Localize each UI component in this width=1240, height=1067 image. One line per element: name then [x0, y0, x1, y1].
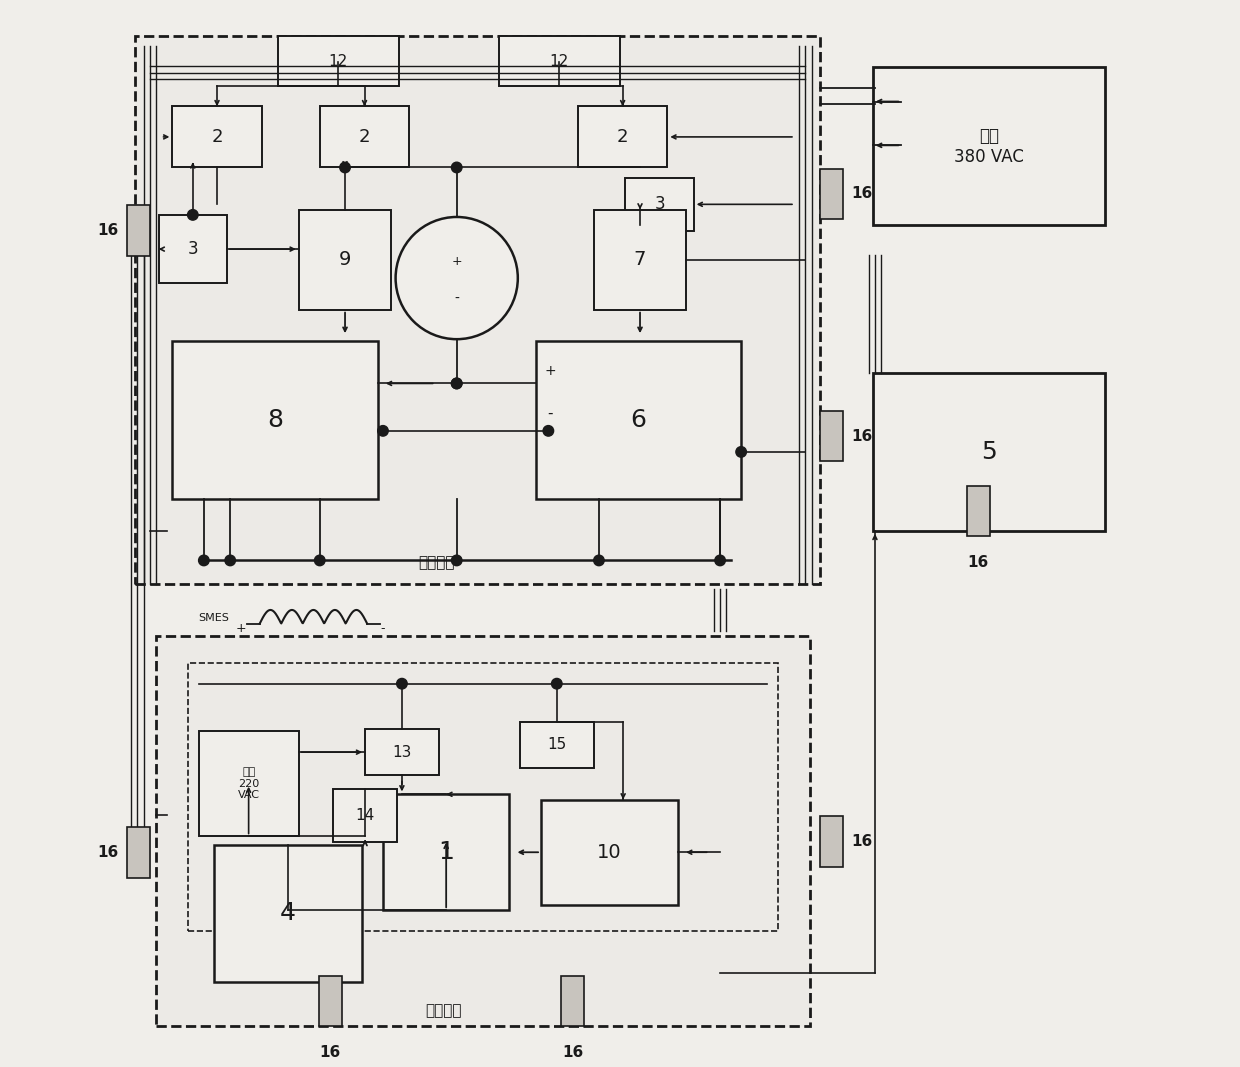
Text: 2: 2 [616, 128, 629, 146]
Text: 16: 16 [97, 223, 119, 238]
Bar [319, 975, 342, 1026]
Circle shape [198, 555, 210, 566]
Text: 15: 15 [547, 737, 567, 752]
Text: 控制单元: 控制单元 [425, 1003, 463, 1018]
Text: 8: 8 [267, 409, 283, 432]
Circle shape [396, 217, 518, 339]
Bar [203, 736, 294, 831]
Bar [172, 107, 262, 168]
Text: 16: 16 [852, 429, 873, 444]
Circle shape [378, 426, 388, 436]
Text: 2: 2 [211, 128, 223, 146]
Text: +: + [451, 255, 463, 268]
Text: +: + [544, 364, 557, 378]
Circle shape [451, 555, 463, 566]
Bar [126, 827, 150, 877]
Text: 7: 7 [634, 250, 646, 269]
Text: 3: 3 [187, 240, 198, 258]
Bar [625, 178, 693, 230]
Bar [873, 67, 1105, 225]
Text: 电源
220
VAC: 电源 220 VAC [238, 767, 259, 800]
Bar [188, 663, 777, 931]
Circle shape [594, 555, 604, 566]
Bar [560, 975, 584, 1026]
Text: 16: 16 [320, 1045, 341, 1060]
Text: 2: 2 [358, 128, 371, 146]
Bar [967, 485, 990, 537]
Bar [594, 209, 687, 309]
Circle shape [224, 555, 236, 566]
Text: 16: 16 [852, 834, 873, 849]
Text: 14: 14 [356, 808, 374, 823]
Text: -: - [454, 292, 459, 306]
Circle shape [451, 162, 463, 173]
Bar [299, 209, 392, 309]
Circle shape [451, 378, 463, 388]
Text: +: + [236, 622, 246, 636]
Text: 12: 12 [549, 53, 569, 68]
Text: 10: 10 [598, 843, 621, 862]
Bar [126, 205, 150, 256]
Bar [873, 372, 1105, 531]
Text: 1: 1 [438, 840, 454, 864]
Text: 6: 6 [630, 409, 646, 432]
Text: 电网
380 VAC: 电网 380 VAC [954, 127, 1024, 165]
Bar [820, 411, 843, 461]
Bar [172, 341, 378, 499]
Text: 5: 5 [981, 440, 997, 464]
Text: 16: 16 [97, 845, 119, 860]
Circle shape [187, 209, 198, 220]
Bar [365, 729, 439, 776]
Text: 9: 9 [339, 250, 351, 269]
Text: 4: 4 [280, 902, 296, 925]
Bar [820, 816, 843, 867]
Circle shape [543, 426, 553, 436]
Bar [578, 107, 667, 168]
Text: -: - [381, 622, 386, 636]
Bar [215, 845, 362, 982]
Text: 16: 16 [852, 187, 873, 202]
Circle shape [451, 378, 463, 388]
Bar [334, 789, 397, 842]
Text: 16: 16 [562, 1045, 583, 1060]
Text: 12: 12 [329, 53, 347, 68]
Circle shape [397, 679, 407, 689]
Text: 3: 3 [655, 195, 665, 213]
Bar [541, 799, 678, 905]
Bar [278, 36, 399, 86]
Circle shape [735, 447, 746, 457]
Bar [536, 341, 742, 499]
Bar [135, 36, 820, 584]
Bar [498, 36, 620, 86]
Text: 13: 13 [392, 745, 412, 760]
Circle shape [714, 555, 725, 566]
Circle shape [340, 162, 350, 173]
Bar [820, 169, 843, 219]
Text: 16: 16 [967, 555, 988, 570]
Bar [198, 731, 299, 837]
Circle shape [315, 555, 325, 566]
Text: 功率单元: 功率单元 [418, 555, 455, 570]
Bar [320, 107, 409, 168]
Text: SMES: SMES [198, 614, 229, 623]
Bar [159, 214, 227, 284]
Bar [156, 636, 810, 1026]
Bar [520, 721, 594, 768]
Circle shape [552, 679, 562, 689]
Bar [383, 794, 510, 910]
Text: -: - [548, 405, 553, 420]
